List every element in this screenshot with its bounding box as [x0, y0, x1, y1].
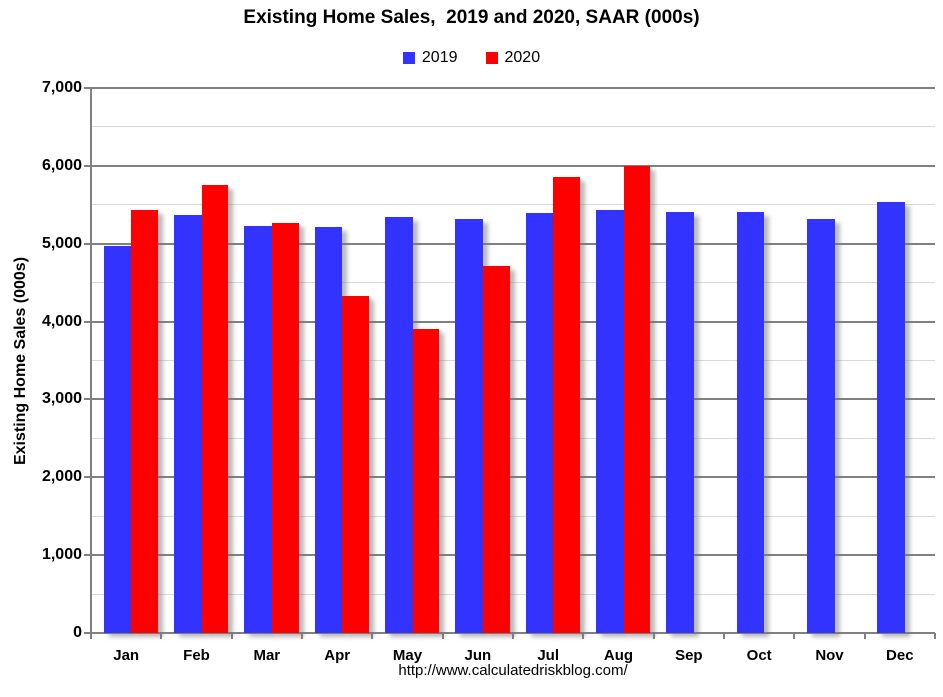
y-tick-mark: [84, 87, 91, 89]
gridline-minor: [91, 593, 935, 595]
bar-2020-mar: [272, 222, 299, 633]
x-category-label: Sep: [675, 647, 703, 664]
bar-2020-aug: [623, 165, 651, 633]
gridline-minor: [91, 126, 935, 128]
legend-item-2020: 2020: [485, 49, 541, 67]
x-tick-mark: [582, 633, 585, 639]
y-tick-mark: [84, 320, 91, 323]
y-axis-line: [90, 88, 92, 639]
x-tick-mark: [160, 633, 163, 639]
x-category-label: Jan: [113, 647, 140, 664]
y-tick-mark: [84, 632, 91, 634]
x-tick-mark: [301, 633, 303, 639]
bar-2019-jan: [103, 246, 132, 633]
y-tick-mark: [84, 476, 91, 479]
x-category-label: May: [392, 647, 423, 664]
chart-title: Existing Home Sales, 2019 and 2020, SAAR…: [243, 7, 700, 28]
x-tick-mark: [441, 633, 444, 639]
bar-2020-may: [412, 328, 440, 633]
gridline-minor: [91, 515, 935, 517]
y-tick-mark: [84, 398, 91, 401]
bar-2019-dec: [877, 202, 906, 633]
footer-url: http://www.calculatedriskblog.com/: [398, 662, 628, 679]
bar-2019-oct: [736, 211, 765, 633]
x-category-label: Nov: [815, 647, 844, 664]
legend-swatch-2020: [485, 52, 498, 64]
y-tick-label: 7,000: [41, 79, 82, 96]
gridline-major: [91, 242, 935, 245]
bar-2019-jul: [525, 212, 554, 633]
bar-2019-aug: [595, 210, 624, 633]
legend-item-2019: 2019: [402, 49, 458, 67]
bar-2019-apr: [314, 226, 343, 633]
x-tick-mark: [934, 633, 936, 639]
y-tick-mark: [84, 164, 91, 167]
gridline-minor: [91, 437, 935, 439]
y-tick-label: 1,000: [41, 546, 82, 564]
y-tick-label: 2,000: [41, 468, 82, 486]
gridline-major: [91, 476, 935, 479]
x-tick-mark: [863, 633, 866, 639]
gridline-minor: [91, 282, 935, 284]
legend-label-2019: 2019: [421, 49, 458, 66]
bar-2020-jul: [553, 176, 581, 633]
x-tick-mark: [512, 633, 514, 639]
bar-2019-may: [384, 217, 413, 633]
x-tick-mark: [371, 633, 374, 639]
x-category-label: Dec: [886, 647, 914, 664]
gridline-major: [91, 398, 935, 401]
bar-2019-sep: [666, 211, 695, 633]
y-tick-label: 5,000: [41, 234, 82, 252]
gridline-minor: [91, 204, 935, 206]
y-tick-mark: [84, 242, 91, 245]
x-category-label: Jul: [537, 647, 559, 664]
x-category-label: Mar: [253, 647, 281, 664]
y-tick-label: 3,000: [41, 390, 82, 408]
x-tick-mark: [230, 633, 233, 639]
x-category-label: Oct: [746, 647, 772, 664]
legend-swatch-2019: [402, 52, 415, 64]
bar-2019-jun: [455, 218, 484, 633]
x-tick-mark: [793, 633, 796, 639]
bar-2020-apr: [342, 295, 370, 633]
x-category-label: Aug: [603, 647, 634, 664]
bar-2020-feb: [201, 184, 229, 633]
y-tick-label: 4,000: [41, 312, 82, 330]
bar-2019-mar: [244, 225, 273, 633]
legend: 2019 2020: [0, 49, 943, 67]
y-tick-label: 6,000: [41, 156, 82, 174]
gridline-major: [91, 87, 935, 89]
legend-label-2020: 2020: [504, 49, 541, 66]
y-tick-label: 0: [73, 624, 82, 641]
bar-2019-feb: [173, 214, 202, 633]
y-tick-mark: [84, 554, 91, 557]
bar-2020-jan: [131, 210, 159, 633]
bar-2019-nov: [806, 218, 835, 633]
x-tick-mark: [723, 633, 725, 639]
gridline-major: [91, 164, 935, 167]
gridline-major: [91, 320, 935, 323]
x-tick-mark: [652, 633, 655, 639]
x-category-label: Jun: [464, 647, 492, 664]
x-category-label: Apr: [324, 647, 351, 664]
bar-2020-jun: [483, 266, 510, 633]
x-category-label: Feb: [183, 647, 210, 664]
x-tick-mark: [90, 633, 92, 639]
gridline-major: [91, 554, 935, 557]
gridline-minor: [91, 360, 935, 361]
